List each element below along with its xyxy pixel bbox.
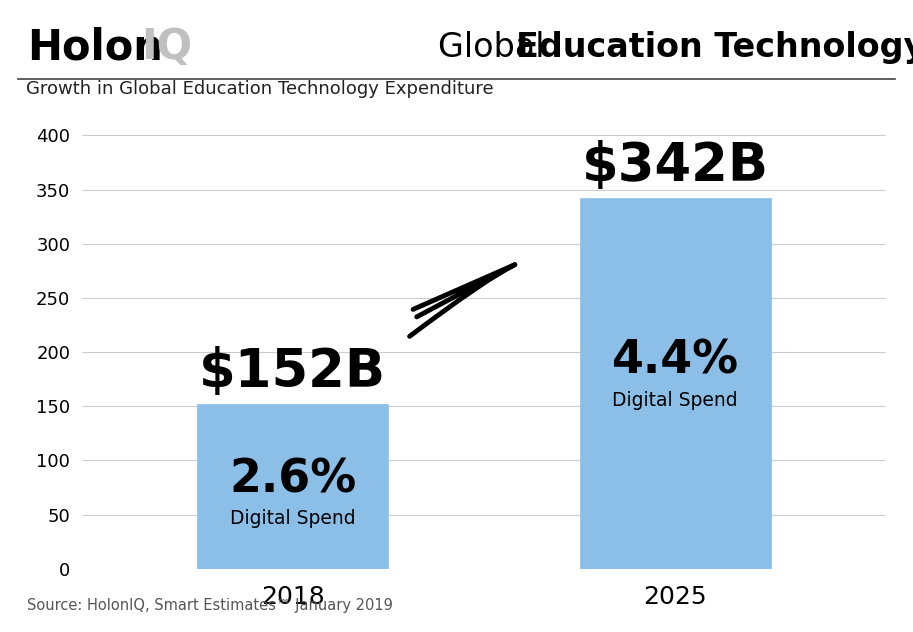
Text: $342B: $342B xyxy=(582,140,769,191)
Text: 2.6%: 2.6% xyxy=(229,458,356,502)
Text: IQ: IQ xyxy=(142,27,193,68)
Text: Digital Spend: Digital Spend xyxy=(230,509,355,528)
Text: $152B: $152B xyxy=(199,346,386,398)
Text: Growth in Global Education Technology Expenditure: Growth in Global Education Technology Ex… xyxy=(26,80,494,99)
Text: Holon: Holon xyxy=(27,27,163,68)
Bar xyxy=(197,404,388,569)
Text: Digital Spend: Digital Spend xyxy=(613,391,738,410)
Text: 4.4%: 4.4% xyxy=(612,338,739,383)
Bar xyxy=(580,198,771,569)
Text: Education Technology: Education Technology xyxy=(516,31,913,64)
Text: Source: HolonIQ, Smart Estimates™ January 2019: Source: HolonIQ, Smart Estimates™ Januar… xyxy=(27,598,394,613)
Text: Global: Global xyxy=(438,31,555,64)
